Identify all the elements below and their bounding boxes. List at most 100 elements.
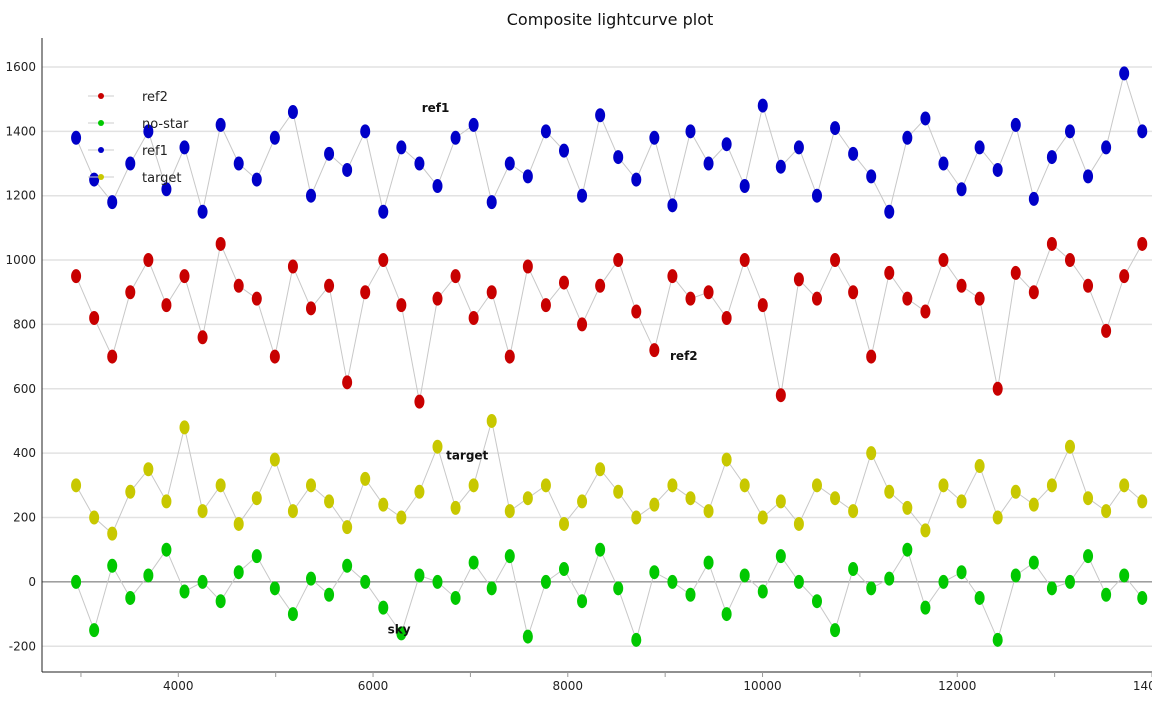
data-point-target [649,497,660,512]
data-point-ref2 [793,272,804,287]
data-point-ref1 [179,140,190,155]
data-point-ref2 [956,278,967,293]
data-point-target [1010,484,1021,499]
data-point-ref1 [703,156,714,171]
data-point-sky [396,626,407,641]
data-point-ref2 [287,259,298,274]
data-point-ref1 [793,140,804,155]
data-point-sky [450,590,461,605]
y-tick-label: -200 [9,639,36,653]
tick-labels: -200 0 200 400 600 800 1000 1200 1400 1600 4000 600… [5,60,1152,693]
data-point-target [830,491,841,506]
data-point-ref1 [811,188,822,203]
data-point-ref2 [215,236,226,251]
data-point-sky [974,590,985,605]
data-point-sky [721,607,732,622]
data-point-ref1 [902,130,913,145]
data-point-target [1137,494,1148,509]
data-point-target [595,462,606,477]
data-point-target [251,491,262,506]
data-point-ref1 [613,150,624,165]
legend-label: no-star [142,117,189,132]
data-point-sky [649,565,660,580]
data-point-target [992,510,1003,525]
data-point-ref1 [1101,140,1112,155]
data-point-ref2 [631,304,642,319]
data-point-ref2 [71,269,82,284]
data-point-target [432,439,443,454]
data-point-ref1 [251,172,262,187]
data-point-target [306,478,317,493]
data-point-ref2 [125,285,136,300]
data-point-sky [197,574,208,589]
data-point-sky [902,542,913,557]
data-point-ref2 [378,253,389,268]
data-point-sky [830,623,841,638]
data-point-sky [378,600,389,615]
data-point-sky [1137,590,1148,605]
data-point-ref1 [938,156,949,171]
data-point-ref1 [324,146,335,161]
data-point-sky [71,574,82,589]
data-point-ref1 [486,195,497,210]
data-point-ref1 [125,156,136,171]
data-point-target [342,520,353,535]
data-point-ref2 [685,291,696,306]
y-tick-label: 800 [13,317,36,331]
data-point-sky [269,581,280,596]
data-point-sky [215,594,226,609]
data-point-target [450,500,461,515]
data-point-ref1 [1137,124,1148,139]
data-point-ref1 [920,111,931,126]
data-point-ref2 [504,349,515,364]
data-point-sky [107,558,118,573]
data-point-ref2 [324,278,335,293]
data-point-ref1 [757,98,768,113]
data-point-ref2 [233,278,244,293]
data-point-ref1 [432,179,443,194]
data-point-ref1 [558,143,569,158]
data-point-ref2 [414,394,425,409]
data-point-ref2 [938,253,949,268]
data-point-sky [992,632,1003,647]
data-point-ref1 [215,117,226,132]
data-point-ref1 [233,156,244,171]
annotation-ref1: ref1 [422,101,450,115]
data-point-ref1 [956,182,967,197]
x-tick-label: 6000 [358,679,389,693]
data-point-ref1 [197,204,208,219]
data-point-target [107,526,118,541]
data-point-ref2 [251,291,262,306]
data-point-sky [540,574,551,589]
data-point-target [161,494,172,509]
data-point-ref2 [197,330,208,345]
data-point-ref1 [1046,150,1057,165]
data-point-sky [251,549,262,564]
data-point-ref1 [974,140,985,155]
data-point-target [902,500,913,515]
data-point-ref2 [342,375,353,390]
legend-label: ref1 [142,144,168,159]
data-point-target [811,478,822,493]
data-point-sky [143,568,154,583]
data-point-ref1 [161,182,172,197]
data-point-ref1 [685,124,696,139]
data-point-ref2 [739,253,750,268]
data-point-ref2 [360,285,371,300]
data-point-sky [631,632,642,647]
data-point-target [613,484,624,499]
data-point-target [884,484,895,499]
data-point-ref2 [595,278,606,293]
x-tick-label: 4000 [163,679,194,693]
data-point-ref2 [468,310,479,325]
legend-label: target [142,171,182,186]
legend: ref2 no-star ref1 target [88,90,189,186]
data-point-sky [1028,555,1039,570]
data-point-target [938,478,949,493]
data-point-sky [884,571,895,586]
legend-marker-ref2 [98,93,104,99]
data-point-ref2 [848,285,859,300]
data-point-ref2 [667,269,678,284]
y-tick-label: 0 [28,575,36,589]
data-point-ref1 [342,162,353,177]
